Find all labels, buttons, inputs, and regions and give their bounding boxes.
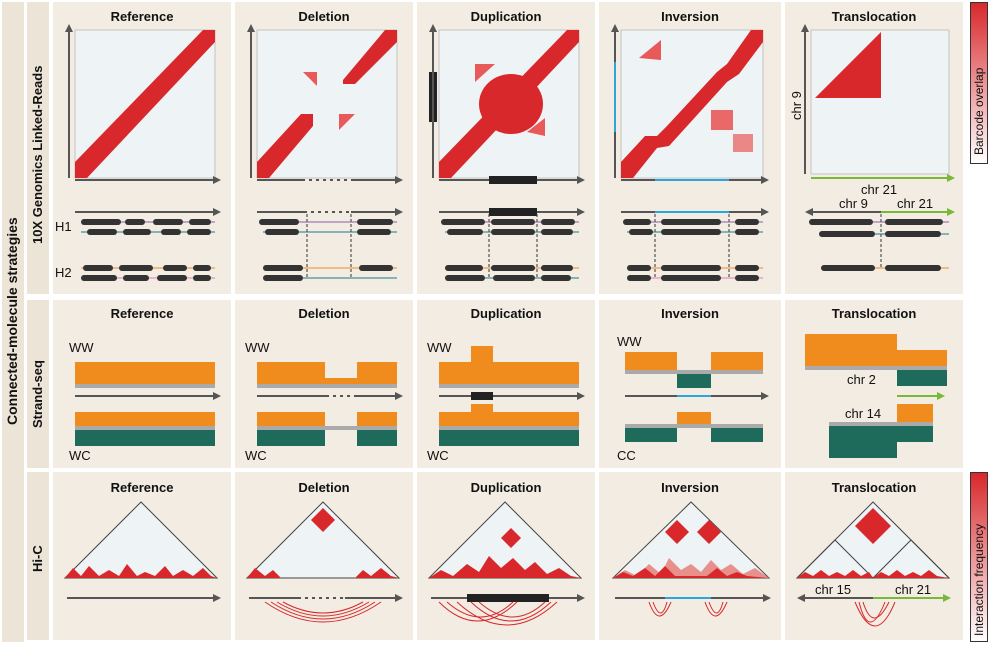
panel-title: Reference <box>110 480 174 495</box>
hic-inversion-graphic <box>611 501 771 617</box>
row-label-10x: 10X Genomics Linked-Reads <box>30 65 45 244</box>
row-label-strandseq: Strand-seq <box>30 360 45 428</box>
translocation-read-left: chr 9 <box>839 196 868 211</box>
translocation-y-chr: chr 9 <box>789 91 804 120</box>
tenx-translocation-graphic <box>801 24 955 271</box>
strand-ww-label: WW <box>69 340 94 355</box>
hic-translocation-left-chr: chr 15 <box>815 582 852 597</box>
panel-title: Deletion <box>298 480 350 495</box>
tenx-panel-reference: Reference H1 H2 <box>53 2 231 294</box>
strandseq-translocation-graphic <box>805 334 947 458</box>
strand-translocation-bottom-chr: chr 14 <box>845 406 882 421</box>
row-label-bar-hic <box>27 472 49 640</box>
tenx-duplication-graphic <box>429 24 585 281</box>
haplotype-label-h2: H2 <box>55 265 72 280</box>
strand-ww-label: WW <box>617 334 642 349</box>
interaction-frequency-label: Interaction frequency <box>972 523 986 636</box>
hic-translocation-graphic <box>795 501 951 627</box>
panel-title: Translocation <box>831 480 917 495</box>
row-label-bar-10x <box>27 2 49 294</box>
strandseq-panel-duplication: Duplication WW WC <box>417 300 595 468</box>
hic-deletion-graphic <box>245 501 403 623</box>
panel-title: Deletion <box>298 9 350 24</box>
strand-wc-label: WC <box>69 448 91 463</box>
tenx-panel-translocation: Translocation chr 9 chr 21 chr 9 chr 21 <box>785 2 963 294</box>
strand-ww-label: WW <box>245 340 270 355</box>
hic-translocation-right-chr: chr 21 <box>895 582 932 597</box>
haplotype-label-h1: H1 <box>55 219 72 234</box>
barcode-overlap-label: Barcode overlap <box>972 67 986 155</box>
row-label-hic: Hi-C <box>30 545 45 572</box>
panel-title: Inversion <box>661 9 719 24</box>
strandseq-duplication-graphic <box>439 346 585 446</box>
strand-translocation-top-chr: chr 2 <box>847 372 876 387</box>
translocation-x-chr: chr 21 <box>861 182 898 197</box>
panel-title: Translocation <box>831 306 917 321</box>
hic-panel-inversion: Inversion <box>599 472 781 640</box>
panel-title: Deletion <box>298 306 350 321</box>
panel-title: Duplication <box>470 480 542 495</box>
panel-title: Translocation <box>831 9 917 24</box>
strand-wc-label: WC <box>427 448 449 463</box>
tenx-panel-duplication: Duplication <box>417 2 595 294</box>
strandseq-panel-translocation: Translocation chr 2 chr 14 <box>785 300 963 468</box>
panel-title: Duplication <box>470 9 542 24</box>
panel-title: Inversion <box>661 306 719 321</box>
panel-title: Duplication <box>470 306 542 321</box>
hic-panel-reference: Reference <box>53 472 231 640</box>
barcode-overlap-legend <box>970 2 988 164</box>
tenx-panel-inversion: Inversion <box>599 2 781 294</box>
row-label-bar-strandseq <box>27 300 49 468</box>
panel-title: Inversion <box>661 480 719 495</box>
hic-panel-translocation: Translocation chr 15 chr 21 <box>785 472 963 640</box>
strandseq-panel-reference: Reference WW WC <box>53 300 231 468</box>
panel-title: Reference <box>110 9 174 24</box>
strandseq-panel-inversion: Inversion WW CC <box>599 300 781 468</box>
hic-panel-deletion: Deletion <box>235 472 413 640</box>
translocation-read-right: chr 21 <box>897 196 934 211</box>
strand-ww-label: WW <box>427 340 452 355</box>
strandseq-reference-graphic <box>75 362 221 446</box>
panel-title: Reference <box>110 306 174 321</box>
strandseq-deletion-graphic <box>257 362 403 446</box>
tenx-panel-deletion: Deletion <box>235 2 413 294</box>
tenx-deletion-graphic <box>247 24 403 281</box>
hic-reference-graphic <box>63 501 221 602</box>
strandseq-panel-deletion: Deletion WW WC <box>235 300 413 468</box>
tenx-reference-graphic <box>65 24 221 281</box>
strategies-label: Connected-molecule strategies <box>4 217 20 425</box>
strand-wc-label: WC <box>245 448 267 463</box>
strandseq-inversion-graphic <box>625 352 769 442</box>
strand-cc-label: CC <box>617 448 636 463</box>
strategies-sidebar <box>2 2 24 642</box>
tenx-inversion-graphic <box>611 24 769 281</box>
hic-duplication-graphic <box>427 501 585 626</box>
interaction-frequency-legend <box>970 472 988 642</box>
hic-panel-duplication: Duplication <box>417 472 595 640</box>
